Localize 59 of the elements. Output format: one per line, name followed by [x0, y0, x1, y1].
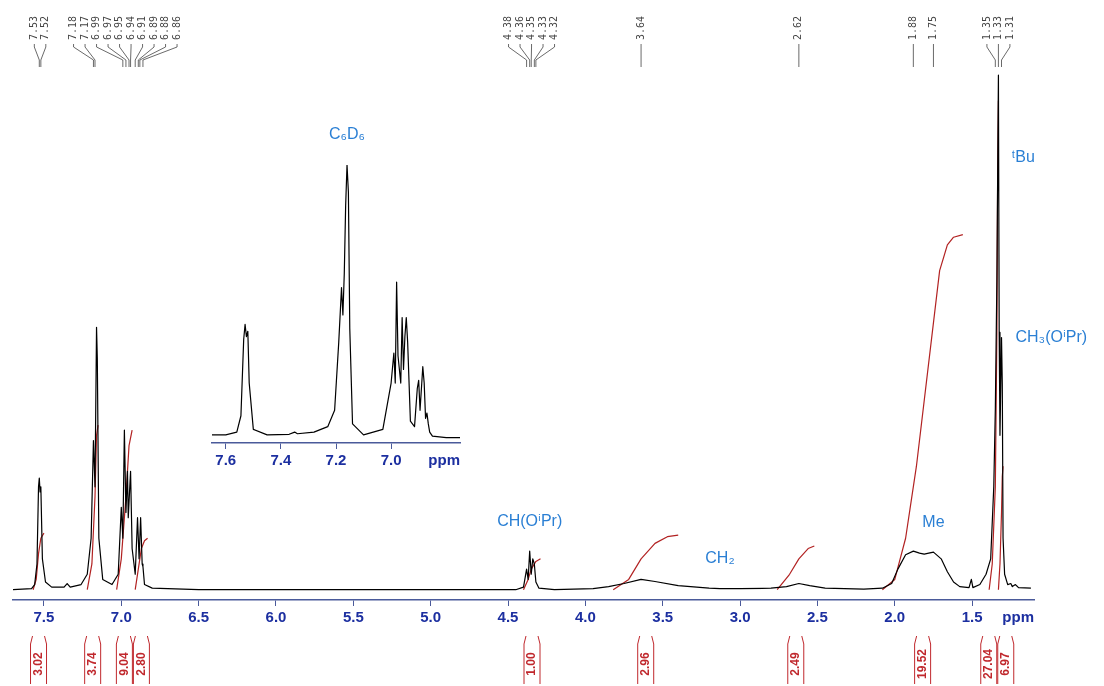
- text: 3.74: [84, 652, 99, 676]
- text: 6.91: [136, 15, 148, 40]
- text: 1.31: [1003, 15, 1015, 40]
- x-tick-label: 4.5: [497, 608, 519, 626]
- text: 19.52: [914, 648, 929, 680]
- text: 4.35: [525, 15, 537, 40]
- x-tick-label: 4.0: [574, 608, 596, 626]
- annotation: CH₂: [705, 549, 735, 567]
- text: 6.97: [998, 652, 1013, 676]
- text: 7.53: [27, 15, 39, 40]
- x-tick-label: 1.5: [961, 608, 983, 626]
- x-tick-label: 7.0: [380, 451, 402, 469]
- text: 1.75: [927, 15, 939, 40]
- text: 2.62: [792, 15, 804, 40]
- x-tick-label: 5.0: [420, 608, 442, 626]
- text: 6.97: [101, 15, 113, 40]
- x-tick-label: 6.0: [265, 608, 287, 626]
- x-tick-label: 7.5: [33, 608, 55, 626]
- x-axis-title: ppm: [1002, 608, 1034, 626]
- text: 1.88: [906, 15, 918, 40]
- text: 7.18: [67, 15, 79, 40]
- text: 2.96: [638, 652, 653, 676]
- text: 4.36: [513, 15, 525, 40]
- x-tick-label: 3.0: [729, 608, 751, 626]
- text: 6.95: [113, 15, 125, 40]
- annotation: C₆D₆: [329, 125, 366, 143]
- x-tick-label: 3.5: [652, 608, 674, 626]
- text: 4.33: [536, 15, 548, 40]
- text: 27.04: [981, 648, 996, 680]
- annotation: CH₃(OⁱPr): [1015, 327, 1088, 345]
- x-tick-label: 2.0: [884, 608, 906, 626]
- annotation: Me: [922, 512, 945, 530]
- text: 7.52: [39, 15, 51, 40]
- text: 6.89: [147, 15, 159, 40]
- annotation: CH(OⁱPr): [497, 511, 563, 529]
- x-tick-label: 7.4: [270, 451, 292, 469]
- text: 1.35: [980, 15, 992, 40]
- x-tick-label: 7.0: [110, 608, 132, 626]
- text: 2.80: [133, 652, 148, 676]
- text: 6.99: [90, 15, 102, 40]
- text: 9.04: [116, 652, 131, 676]
- text: 7.17: [78, 15, 90, 40]
- text: 1.33: [992, 15, 1004, 40]
- text: 6.94: [124, 15, 136, 40]
- x-tick-label: 6.5: [188, 608, 210, 626]
- x-tick-label: 5.5: [342, 608, 364, 626]
- text: 4.32: [548, 15, 560, 40]
- x-tick-label: 7.2: [325, 451, 347, 469]
- text: 4.38: [502, 15, 514, 40]
- x-tick-label: 2.5: [806, 608, 828, 626]
- text: 6.86: [170, 15, 182, 40]
- text: 2.49: [788, 652, 803, 676]
- annotation: ᵗBu: [1011, 147, 1035, 165]
- text: 6.88: [159, 15, 171, 40]
- text: 3.02: [30, 652, 45, 676]
- text: 1.00: [524, 652, 539, 676]
- text: 3.64: [634, 15, 646, 40]
- x-axis-title: ppm: [428, 451, 460, 469]
- x-tick-label: 7.6: [215, 451, 237, 469]
